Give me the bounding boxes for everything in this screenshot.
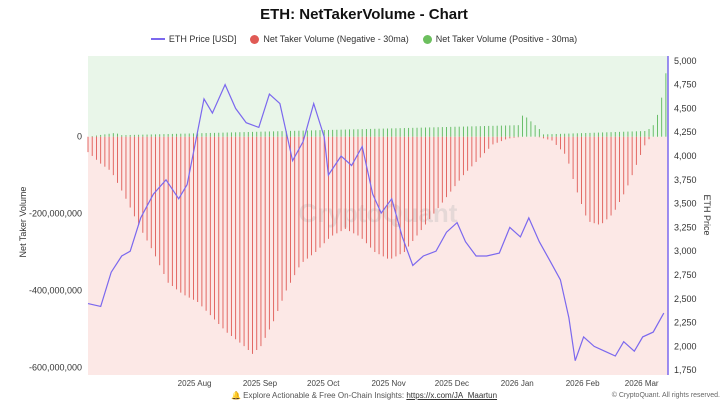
bar-series: [87, 73, 667, 354]
right-axis-tick-label: 4,750: [674, 80, 697, 90]
right-axis-tick-label: 3,250: [674, 222, 697, 232]
legend-dot-swatch: [250, 34, 260, 44]
legend-label: Net Taker Volume (Positive - 30ma): [435, 34, 578, 44]
left-axis-tick-label: -400,000,000: [29, 285, 82, 295]
right-axis-tick-label: 2,750: [674, 270, 697, 280]
footer-insights: 🔔 Explore Actionable & Free On-Chain Ins…: [0, 391, 728, 400]
legend-item-eth-price[interactable]: ETH Price [USD]: [150, 34, 237, 44]
right-axis-tick-label: 4,250: [674, 127, 697, 137]
x-axis-tick-label: 2025 Sep: [243, 379, 278, 388]
positive-zone-background: [88, 56, 668, 137]
x-axis-tick-label: 2026 Jan: [501, 379, 534, 388]
chart-legend: ETH Price [USD] Net Taker Volume (Negati…: [0, 34, 728, 44]
right-axis-tick-label: 4,500: [674, 103, 697, 113]
left-axis-tick-label: 0: [77, 132, 82, 142]
footer-link[interactable]: https://x.com/JA_Maartun: [406, 391, 498, 400]
y-axis-label-left: Net Taker Volume: [18, 187, 28, 258]
watermark: CryptoQuant: [299, 198, 458, 228]
x-axis-tick-label: 2026 Feb: [566, 379, 600, 388]
negative-zone-background: [88, 136, 668, 375]
x-axis-tick-label: 2025 Oct: [307, 379, 340, 388]
x-axis-ticks: 2025 Aug 2025 Sep 2025 Oct 2025 Nov 2025 Dec…: [178, 379, 659, 388]
legend-dot-swatch: [422, 34, 432, 44]
left-axis-tick-label: -200,000,000: [29, 209, 82, 219]
right-axis-tick-label: 1,750: [674, 365, 697, 375]
right-axis-tick-label: 3,000: [674, 246, 697, 256]
x-axis-tick-label: 2025 Dec: [435, 379, 469, 388]
right-axis-tick-label: 3,500: [674, 199, 697, 209]
right-axis-tick-label: 2,250: [674, 318, 697, 328]
left-axis-tick-label: -600,000,000: [29, 362, 82, 372]
right-axis-tick-label: 2,500: [674, 294, 697, 304]
right-axis-tick-label: 4,000: [674, 151, 697, 161]
legend-line-swatch: [150, 38, 165, 40]
legend-item-negative[interactable]: Net Taker Volume (Negative - 30ma): [250, 34, 409, 44]
left-axis-ticks: 0 -200,000,000 -400,000,000 -600,000,000: [29, 132, 82, 373]
right-axis-tick-label: 2,000: [674, 341, 697, 351]
eth-price-line: [87, 83, 665, 361]
right-axis-tick-label: 5,000: [674, 56, 697, 66]
y-axis-label-right: ETH Price: [702, 194, 712, 235]
legend-label: ETH Price [USD]: [168, 34, 237, 44]
legend-item-positive[interactable]: Net Taker Volume (Positive - 30ma): [422, 34, 578, 44]
footer-text: 🔔 Explore Actionable & Free On-Chain Ins…: [230, 391, 405, 400]
x-axis-tick-label: 2026 Mar: [625, 379, 659, 388]
x-axis-tick-label: 2025 Nov: [371, 379, 405, 388]
x-axis-tick-label: 2025 Aug: [178, 379, 212, 388]
chart-title: ETH: NetTakerVolume - Chart: [260, 6, 468, 23]
right-axis-tick-label: 3,750: [674, 175, 697, 185]
legend-label: Net Taker Volume (Negative - 30ma): [263, 34, 409, 44]
right-axis-ticks: 1,750 2,000 2,250 2,500 2,750 3,000 3,250 3,500…: [674, 56, 697, 375]
copyright-text: © CryptoQuant. All rights reserved.: [611, 392, 720, 399]
